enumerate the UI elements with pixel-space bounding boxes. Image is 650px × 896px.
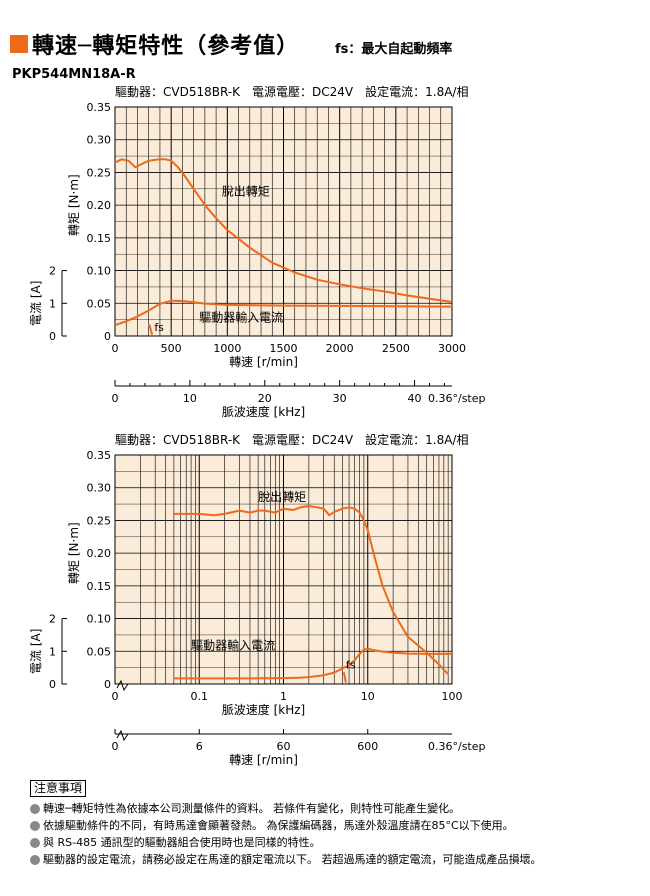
- secondary-tick-label: 40: [408, 392, 422, 405]
- x-tick-label: 2500: [382, 342, 410, 355]
- y-tick-label: 0.30: [87, 134, 112, 147]
- chart-condition: 驅動器：CVD518BR-K 電源電壓：DC24V 設定電流：1.8A/相: [115, 84, 468, 99]
- x-tick-label: 0: [112, 342, 119, 355]
- chart-condition: 驅動器：CVD518BR-K 電源電壓：DC24V 設定電流：1.8A/相: [115, 432, 468, 447]
- y-tick-label: 0.35: [87, 449, 112, 462]
- x-tick-label: 1500: [270, 342, 298, 355]
- note-item: 依據驅動條件的不同，有時馬達會顯著發熱。 為保護編碼器，馬達外殼溫度請在85°C…: [30, 817, 640, 834]
- series-line-pullout-torque: [114, 158, 453, 303]
- model-name: PKP544MN18A-R: [12, 67, 136, 82]
- notes-title: 注意事項: [30, 780, 87, 797]
- step-angle-label: 0.36°/step: [428, 740, 486, 753]
- notes-section: 注意事項 轉速─轉矩特性為依據本公司測量條件的資料。 若條件有變化，則特性可能產…: [30, 780, 640, 868]
- step-angle-label: 0.36°/step: [428, 392, 486, 405]
- y-tick-label: 0.15: [87, 580, 112, 593]
- x-tick-label: 2000: [326, 342, 354, 355]
- y-tick-label: 0.20: [87, 199, 112, 212]
- series-line-fs: [342, 672, 347, 683]
- current-tick-label: 1: [49, 297, 56, 310]
- y-axis-label: 轉矩 [N·m]: [67, 522, 81, 584]
- x-tick-label: 1000: [213, 342, 241, 355]
- speed-torque-chart-linear: 驅動器：CVD518BR-K 電源電壓：DC24V 設定電流：1.8A/相 0 0.…: [29, 84, 486, 419]
- series-label-fs: fs: [154, 321, 164, 334]
- series-label-pullout-torque: 脫出轉矩: [222, 183, 270, 198]
- secondary-axis-label: 轉速 [r/min]: [229, 753, 298, 767]
- current-tick-label: 0: [49, 330, 56, 343]
- page-subtitle: fs：最大自起動頻率: [335, 42, 453, 57]
- current-axis-label: 電流 [A]: [29, 281, 43, 326]
- secondary-tick-label: 6: [196, 740, 203, 753]
- y-tick-label: 0.05: [87, 645, 112, 658]
- x-tick-label: 0: [112, 690, 119, 703]
- note-text: 轉速─轉矩特性為依據本公司測量條件的資料。 若條件有變化，則特性可能產生變化。: [43, 802, 461, 815]
- secondary-tick-label: 20: [258, 392, 272, 405]
- y-tick-label: 0.10: [87, 613, 112, 626]
- secondary-tick-label: 60: [277, 740, 291, 753]
- bullet-icon: [30, 821, 40, 831]
- y-tick-label: 0.05: [87, 297, 112, 310]
- x-tick-label: 500: [161, 342, 182, 355]
- y-tick-label: 0: [104, 678, 111, 691]
- series-label-input-current: 驅動器輸入電流: [191, 637, 275, 652]
- series-line-pullout-torque: [173, 505, 449, 675]
- secondary-tick-label: 0: [112, 740, 119, 753]
- axis-break-icon: [116, 679, 129, 692]
- axis-break-icon: [116, 729, 129, 742]
- series-label-input-current: 驅動器輸入電流: [199, 310, 283, 325]
- bullet-icon: [30, 804, 40, 814]
- x-tick-label: 3000: [438, 342, 466, 355]
- y-tick-label: 0.25: [87, 166, 112, 179]
- y-tick-label: 0.10: [87, 265, 112, 278]
- current-tick-label: 2: [49, 265, 56, 278]
- y-axis-label: 轉矩 [N·m]: [67, 174, 81, 236]
- current-axis-label: 電流 [A]: [29, 629, 43, 674]
- current-tick-label: 0: [49, 678, 56, 691]
- secondary-axis-label: 脈波速度 [kHz]: [222, 404, 305, 419]
- title-accent-square: [10, 35, 28, 53]
- note-text: 依據驅動條件的不同，有時馬達會顯著發熱。 為保護編碼器，馬達外殼溫度請在85°C…: [43, 819, 514, 832]
- series-line-fs: [148, 323, 154, 335]
- x-tick-label: 1: [280, 690, 287, 703]
- x-axis-label: 轉速 [r/min]: [229, 355, 298, 369]
- x-tick-label: 0.1: [191, 690, 209, 703]
- series-line-input-current: [173, 647, 452, 680]
- x-tick-label: 10: [361, 690, 375, 703]
- series-label-fs: fs: [346, 658, 356, 671]
- note-text: 與 RS-485 通訊型的驅動器組合使用時也是同樣的特性。: [43, 836, 321, 849]
- series-line-input-current: [114, 299, 453, 327]
- note-item: 驅動器的設定電流，請務必設定在馬達的額定電流以下。 若超過馬達的額定電流，可能造…: [30, 851, 640, 868]
- y-tick-label: 0: [104, 330, 111, 343]
- x-tick-label: 100: [442, 690, 463, 703]
- current-tick-label: 1: [49, 645, 56, 658]
- note-item: 與 RS-485 通訊型的驅動器組合使用時也是同樣的特性。: [30, 834, 640, 851]
- secondary-tick-label: 600: [357, 740, 378, 753]
- bullet-icon: [30, 855, 40, 865]
- current-tick-label: 2: [49, 613, 56, 626]
- y-tick-label: 0.35: [87, 101, 112, 114]
- y-tick-label: 0.25: [87, 514, 112, 527]
- y-tick-label: 0.30: [87, 482, 112, 495]
- secondary-tick-label: 30: [333, 392, 347, 405]
- x-axis-label: 脈波速度 [kHz]: [222, 702, 305, 717]
- secondary-tick-label: 10: [183, 392, 197, 405]
- secondary-tick-label: 0: [112, 392, 119, 405]
- page-title: 轉速─轉矩特性（參考值）: [32, 34, 300, 59]
- y-tick-label: 0.20: [87, 547, 112, 560]
- speed-torque-chart-log: 驅動器：CVD518BR-K 電源電壓：DC24V 設定電流：1.8A/相 0 0.…: [29, 432, 486, 767]
- note-item: 轉速─轉矩特性為依據本公司測量條件的資料。 若條件有變化，則特性可能產生變化。: [30, 800, 640, 817]
- bullet-icon: [30, 838, 40, 848]
- note-text: 驅動器的設定電流，請務必設定在馬達的額定電流以下。 若超過馬達的額定電流，可能造…: [43, 853, 542, 866]
- series-label-pullout-torque: 脫出轉矩: [258, 489, 306, 504]
- y-tick-label: 0.15: [87, 232, 112, 245]
